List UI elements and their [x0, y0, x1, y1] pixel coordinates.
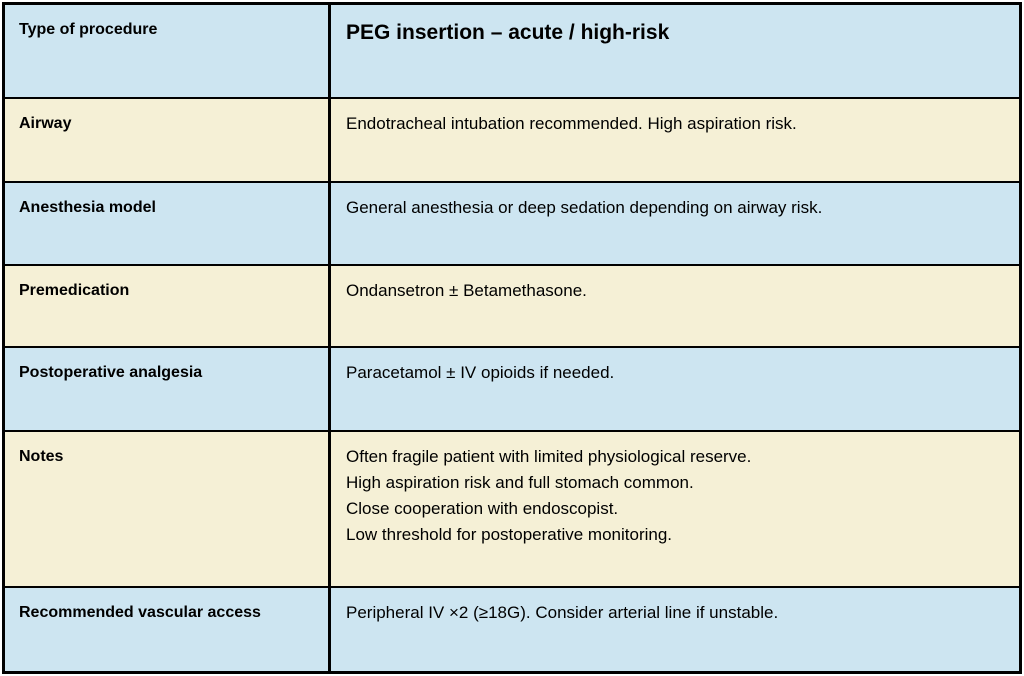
- value-line: Paracetamol ± IV opioids if needed.: [346, 363, 615, 382]
- value-line: Endotracheal intubation recommended. Hig…: [346, 114, 797, 133]
- row-label-vascular-access: Recommended vascular access: [5, 588, 331, 671]
- value-line: Often fragile patient with limited physi…: [346, 447, 752, 466]
- row-value-postoperative-analgesia: Paracetamol ± IV opioids if needed.: [331, 348, 1019, 430]
- table-row-premedication: Premedication Ondansetron ± Betamethason…: [5, 264, 1019, 346]
- row-value-vascular-access: Peripheral IV ×2 (≥18G). Consider arteri…: [331, 588, 1019, 671]
- table-row-anesthesia-model: Anesthesia model General anesthesia or d…: [5, 181, 1019, 264]
- procedure-title: PEG insertion – acute / high-risk: [346, 21, 670, 44]
- value-line: Close cooperation with endoscopist.: [346, 499, 619, 518]
- value-line: Peripheral IV ×2 (≥18G). Consider arteri…: [346, 603, 779, 622]
- value-line: Low threshold for postoperative monitori…: [346, 525, 673, 544]
- row-value-anesthesia-model: General anesthesia or deep sedation depe…: [331, 183, 1019, 264]
- table-row-header: Type of procedure PEG insertion – acute …: [5, 5, 1019, 97]
- table-row-postoperative-analgesia: Postoperative analgesia Paracetamol ± IV…: [5, 346, 1019, 430]
- table-row-vascular-access: Recommended vascular access Peripheral I…: [5, 586, 1019, 671]
- row-value-premedication: Ondansetron ± Betamethasone.: [331, 266, 1019, 346]
- row-label-postoperative-analgesia: Postoperative analgesia: [5, 348, 331, 430]
- row-label-anesthesia-model: Anesthesia model: [5, 183, 331, 264]
- value-line: Ondansetron ± Betamethasone.: [346, 281, 587, 300]
- value-line: General anesthesia or deep sedation depe…: [346, 198, 823, 217]
- row-value-notes: Often fragile patient with limited physi…: [331, 432, 1019, 586]
- row-label-notes: Notes: [5, 432, 331, 586]
- row-label-premedication: Premedication: [5, 266, 331, 346]
- row-label-airway: Airway: [5, 99, 331, 181]
- header-row-label: Type of procedure: [5, 5, 331, 97]
- value-line: High aspiration risk and full stomach co…: [346, 473, 694, 492]
- table-row-airway: Airway Endotracheal intubation recommend…: [5, 97, 1019, 181]
- row-value-airway: Endotracheal intubation recommended. Hig…: [331, 99, 1019, 181]
- table-row-notes: Notes Often fragile patient with limited…: [5, 430, 1019, 586]
